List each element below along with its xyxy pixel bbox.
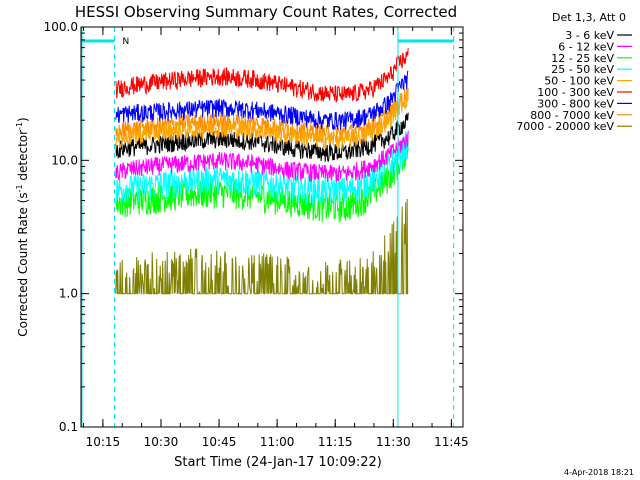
series-line-100-300-kev (115, 47, 409, 103)
legend-label: 300 - 800 keV (537, 97, 614, 110)
y-axis-label-main: Corrected Count Rate (s (16, 192, 30, 336)
legend-label: 100 - 300 keV (537, 86, 614, 99)
y-tick-label: 0.1 (59, 420, 78, 434)
y-tick-label: 10.0 (51, 153, 78, 167)
plot-frame (80, 26, 464, 428)
x-tick-label: 11:30 (376, 435, 411, 449)
y-axis-label: Corrected Count Rate (s-1 detector-1) (15, 117, 30, 336)
series-line-50-100-kev (115, 90, 409, 151)
series-line-7000-20000-kev (115, 198, 409, 296)
series-line-300-800-kev (115, 70, 409, 131)
y-tick-label: 1.0 (59, 287, 78, 301)
series-layer (115, 47, 409, 296)
series-line-6-12-kev (115, 130, 409, 183)
y-axis-label-sup2: -1 (15, 122, 24, 130)
axis-layer: 0.1 1.0 10.0 100.0 10:15 10:30 10:45 11:00 11:15… (44, 20, 469, 449)
legend-label: 7000 - 20000 keV (516, 120, 614, 133)
x-tick-label: 10:30 (144, 435, 179, 449)
footer-timestamp: 4-Apr-2018 18:21 (564, 468, 634, 477)
y-tick-label: 100.0 (44, 20, 78, 34)
legend-label: 12 - 25 keV (551, 52, 614, 65)
series-line-800-7000-kev (115, 86, 409, 144)
legend-label: 25 - 50 keV (551, 63, 614, 76)
chart-title: HESSI Observing Summary Count Rates, Cor… (75, 3, 457, 21)
x-tick-label: 10:15 (86, 435, 121, 449)
legend-title: Det 1,3, Att 0 (552, 11, 626, 24)
legend-label: 50 - 100 keV (544, 75, 614, 88)
series-line-3-6-kev (115, 112, 409, 163)
x-tick-label: 10:45 (202, 435, 237, 449)
legend-label: 800 - 7000 keV (530, 109, 614, 122)
x-axis-label: Start Time (24-Jan-17 10:09:22) (174, 455, 382, 470)
y-axis-label-sup1: -1 (15, 184, 24, 192)
x-tick-label: 11:00 (260, 435, 295, 449)
legend-label: 3 - 6 keV (565, 29, 614, 42)
series-line-25-50-kev (115, 131, 409, 207)
legend-label: 6 - 12 keV (558, 40, 614, 53)
y-axis-label-end: ) (16, 117, 30, 122)
y-axis-label-rest: detector (16, 130, 30, 185)
x-tick-label: 11:15 (318, 435, 353, 449)
x-tick-label: 11:45 (434, 435, 469, 449)
overlay-layer: N (81, 27, 455, 427)
n-flag-label: N (123, 37, 130, 47)
